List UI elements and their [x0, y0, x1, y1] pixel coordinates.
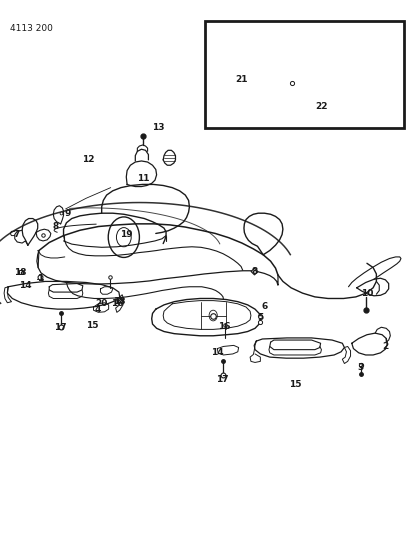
- Text: 16: 16: [218, 322, 230, 330]
- Text: 3: 3: [357, 364, 363, 372]
- Text: 8: 8: [52, 222, 58, 231]
- Text: 20: 20: [95, 300, 108, 308]
- Text: 1: 1: [37, 274, 43, 282]
- Text: 15: 15: [86, 321, 98, 329]
- Text: 14: 14: [19, 281, 31, 289]
- Text: 19: 19: [120, 230, 132, 239]
- Text: 13: 13: [151, 124, 164, 132]
- Text: 15: 15: [288, 381, 301, 389]
- Text: 17: 17: [216, 375, 228, 384]
- Text: 11: 11: [137, 174, 149, 183]
- Text: 9: 9: [64, 209, 71, 217]
- Text: 14: 14: [211, 349, 223, 357]
- Text: 21: 21: [235, 76, 247, 84]
- Text: 6: 6: [261, 302, 267, 311]
- Text: 4: 4: [94, 305, 101, 313]
- Text: 8: 8: [250, 268, 257, 276]
- Text: 5: 5: [256, 313, 263, 321]
- Text: 2: 2: [381, 342, 388, 351]
- Text: 18: 18: [112, 297, 125, 305]
- Text: 17: 17: [54, 324, 67, 332]
- Text: 18: 18: [14, 269, 27, 277]
- Text: 16: 16: [110, 300, 123, 308]
- Bar: [204, 21, 403, 128]
- Text: 4113 200: 4113 200: [10, 24, 53, 33]
- Text: 10: 10: [360, 289, 372, 297]
- Text: 12: 12: [82, 156, 94, 164]
- Text: 7: 7: [13, 230, 20, 239]
- Text: 22: 22: [315, 102, 327, 111]
